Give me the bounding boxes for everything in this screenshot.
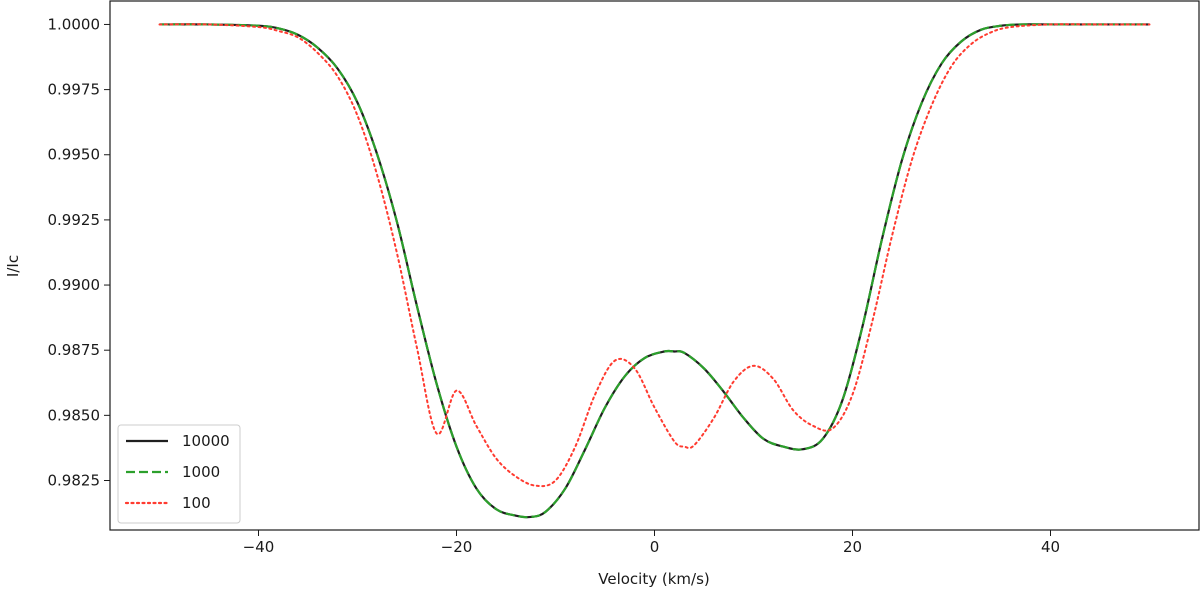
y-tick-label: 1.0000 <box>48 15 101 33</box>
legend: 10000 1000 100 <box>117 424 241 524</box>
plot-background <box>110 1 1199 530</box>
x-tick-label: −40 <box>243 538 275 556</box>
series-layer <box>158 23 1151 519</box>
legend-box <box>117 424 241 524</box>
y-tick-label: 0.9900 <box>48 276 101 294</box>
x-tick-label: 0 <box>650 538 660 556</box>
y-tick-label: 0.9850 <box>48 406 101 424</box>
x-tick-label: −20 <box>441 538 473 556</box>
series-line-1000 <box>159 23 1150 519</box>
y-tick-label: 0.9975 <box>48 81 101 99</box>
x-tick-label: 40 <box>1041 538 1060 556</box>
legend-label-1000: 1000 <box>182 463 220 481</box>
y-axis-label: I/Ic <box>4 255 22 277</box>
y-tick-label: 0.9925 <box>48 211 101 229</box>
legend-label-10000: 10000 <box>182 432 230 450</box>
y-tick-label: 0.9950 <box>48 146 101 164</box>
series-line-100 <box>158 23 1151 488</box>
legend-label-100: 100 <box>182 494 211 512</box>
x-tick-label: 20 <box>843 538 862 556</box>
x-axis-ticks: −40 −20 0 20 40 <box>243 530 1060 556</box>
y-tick-label: 0.9825 <box>48 471 101 489</box>
y-tick-label: 0.9875 <box>48 341 101 359</box>
y-axis-ticks: 0.9825 0.9850 0.9875 0.9900 0.9925 0.9950 0.99… <box>48 15 110 489</box>
x-axis-label: Velocity (km/s) <box>598 570 709 588</box>
